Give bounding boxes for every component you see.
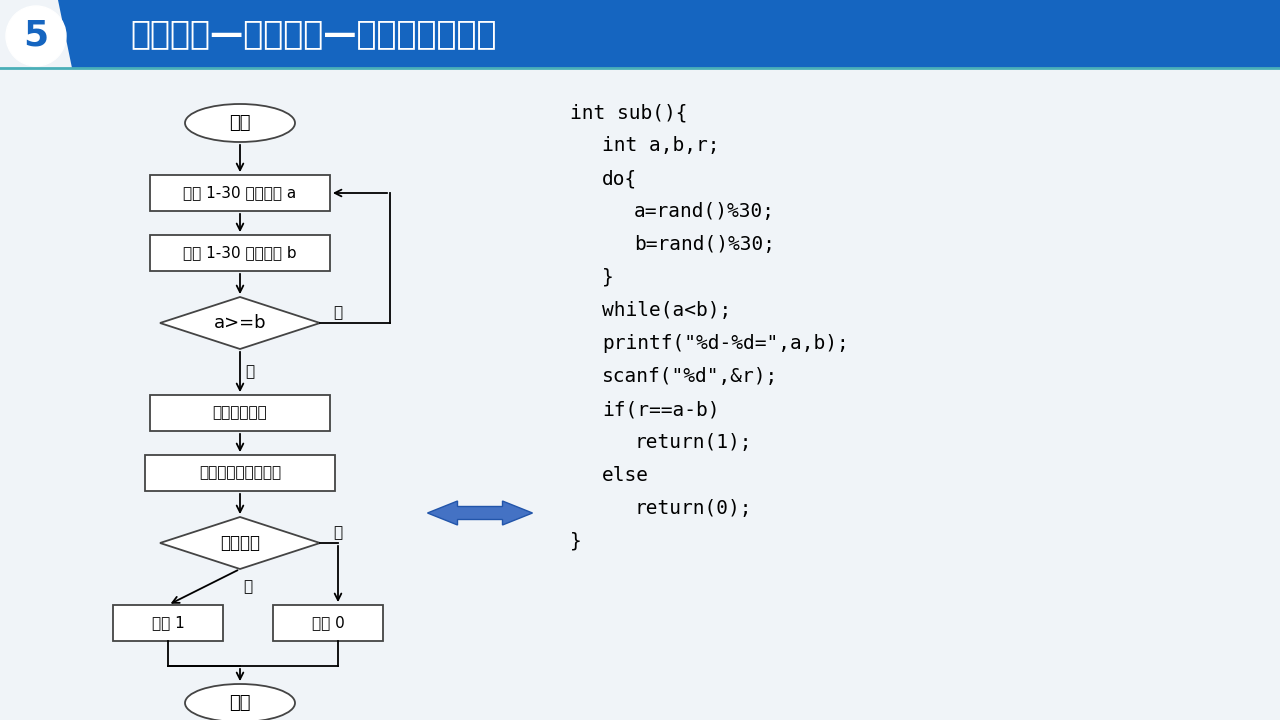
Text: int sub(){: int sub(){ xyxy=(570,103,687,122)
Text: 答题正确: 答题正确 xyxy=(220,534,260,552)
Text: scanf("%d",&r);: scanf("%d",&r); xyxy=(602,367,778,386)
Text: 产生 1-30 的随机数 a: 产生 1-30 的随机数 a xyxy=(183,186,297,200)
Text: else: else xyxy=(602,466,649,485)
Bar xyxy=(273,605,383,641)
Text: 开始: 开始 xyxy=(229,114,251,132)
Text: a=rand()%30;: a=rand()%30; xyxy=(634,202,774,221)
Text: if(r==a-b): if(r==a-b) xyxy=(602,400,719,419)
Text: }: } xyxy=(602,268,613,287)
Bar xyxy=(145,455,335,491)
Text: a>=b: a>=b xyxy=(214,314,266,332)
Polygon shape xyxy=(58,0,1280,68)
Text: 产生 1-30 的随机数 b: 产生 1-30 的随机数 b xyxy=(183,246,297,261)
Text: 假: 假 xyxy=(333,305,343,320)
Bar xyxy=(150,395,330,431)
Text: printf("%d-%d=",a,b);: printf("%d-%d=",a,b); xyxy=(602,334,849,353)
Text: 真: 真 xyxy=(246,364,255,379)
Text: do{: do{ xyxy=(602,169,637,188)
Text: return(0);: return(0); xyxy=(634,499,751,518)
Polygon shape xyxy=(160,517,320,569)
Text: int a,b,r;: int a,b,r; xyxy=(602,136,719,155)
Text: 输出显示题目: 输出显示题目 xyxy=(212,405,268,420)
Text: 假: 假 xyxy=(333,526,343,541)
Text: return(1);: return(1); xyxy=(634,433,751,452)
Text: 结束: 结束 xyxy=(229,694,251,712)
Polygon shape xyxy=(428,501,532,525)
Ellipse shape xyxy=(186,104,294,142)
Text: }: } xyxy=(570,532,581,551)
Bar xyxy=(150,175,330,211)
Text: 返回 1: 返回 1 xyxy=(151,616,184,631)
Text: 真: 真 xyxy=(243,580,252,595)
Text: 系统设计—详细设计—减法题模块设计: 系统设计—详细设计—减法题模块设计 xyxy=(131,17,497,50)
Text: 接收测试者答题数据: 接收测试者答题数据 xyxy=(198,466,282,480)
Text: b=rand()%30;: b=rand()%30; xyxy=(634,235,774,254)
Polygon shape xyxy=(160,297,320,349)
Bar xyxy=(150,235,330,271)
Text: 5: 5 xyxy=(23,19,49,53)
Text: while(a<b);: while(a<b); xyxy=(602,301,731,320)
Bar xyxy=(113,605,223,641)
Circle shape xyxy=(6,6,67,66)
Text: 返回 0: 返回 0 xyxy=(311,616,344,631)
Ellipse shape xyxy=(186,684,294,720)
